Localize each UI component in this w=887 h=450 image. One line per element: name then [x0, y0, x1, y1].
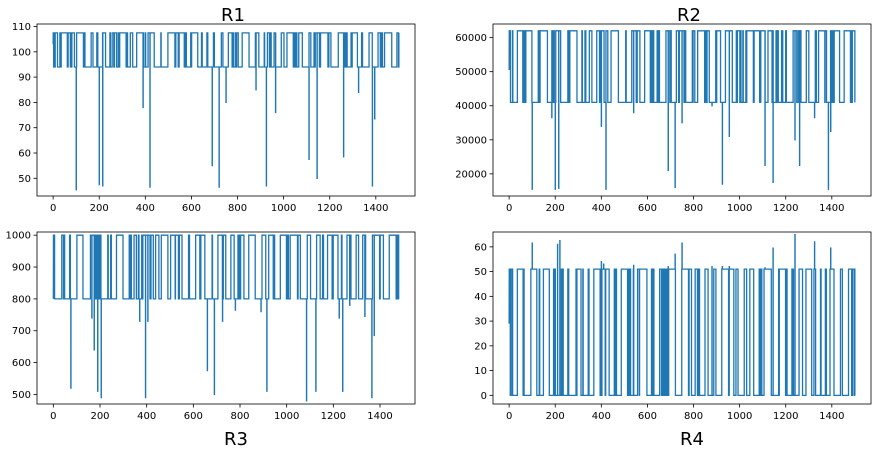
x-tick-label-r4-1: 200 — [546, 411, 565, 422]
x-tick-label-r2-2: 400 — [592, 203, 611, 214]
y-tick-label-r4-2: 20 — [474, 341, 487, 352]
y-tick-label-r1-4: 90 — [18, 73, 31, 84]
x-tick-label-r4-2: 400 — [592, 411, 611, 422]
x-tick-label-r3-2: 400 — [137, 411, 156, 422]
panel-title-r1: R1 — [221, 5, 245, 26]
y-tick-label-r3-4: 900 — [12, 263, 31, 274]
tick-group-r3: 0 200 400 600 800 1000 1200 1400 500 600 700 800 900… — [6, 231, 393, 422]
x-tick-label-r4-0: 0 — [506, 411, 512, 422]
plot-frame-r4 — [492, 231, 872, 405]
y-tick-label-r3-3: 800 — [12, 294, 31, 305]
y-tick-label-r3-1: 600 — [12, 358, 31, 369]
x-tick-label-r1-2: 400 — [136, 203, 155, 214]
x-tick-label-r3-0: 0 — [50, 411, 56, 422]
x-tick-label-r1-4: 800 — [228, 203, 247, 214]
series-line-r2 — [508, 30, 856, 190]
x-tick-label-r3-4: 800 — [230, 411, 249, 422]
x-tick-label-r1-5: 1000 — [271, 203, 296, 214]
x-tick-label-r4-7: 1400 — [819, 411, 844, 422]
x-tick-label-r1-1: 200 — [90, 203, 109, 214]
x-tick-label-r3-1: 200 — [90, 411, 109, 422]
y-tick-label-r4-0: 0 — [481, 391, 487, 402]
y-tick-label-r1-6: 110 — [12, 22, 31, 33]
series-group-r1 — [52, 32, 400, 191]
y-tick-label-r2-0: 20000 — [455, 169, 487, 180]
y-tick-label-r2-3: 50000 — [455, 67, 487, 78]
x-tick-label-r1-6: 1200 — [317, 203, 342, 214]
chart-panel-r3: R3 0 200 400 600 800 1000 1200 1400 500 600 700 800… — [6, 231, 416, 450]
x-tick-label-r2-4: 800 — [684, 203, 703, 214]
tick-group-r1: 0 200 400 600 800 1000 1200 1400 50 60 70 80 90 100 11… — [12, 22, 389, 214]
series-line-r4 — [508, 233, 856, 396]
plot-frame-r2 — [492, 23, 872, 197]
y-tick-label-r1-3: 80 — [18, 98, 31, 109]
x-tick-label-r2-3: 600 — [638, 203, 657, 214]
y-tick-label-r1-2: 70 — [18, 123, 31, 134]
y-tick-label-r2-1: 30000 — [455, 135, 487, 146]
y-tick-label-r2-4: 60000 — [455, 33, 487, 44]
x-tick-label-r2-1: 200 — [546, 203, 565, 214]
y-tick-label-r3-0: 500 — [12, 390, 31, 401]
x-tick-label-r1-3: 600 — [182, 203, 201, 214]
series-group-r4 — [508, 233, 856, 396]
y-tick-label-r4-5: 50 — [474, 267, 487, 278]
tick-group-r4: 0 200 400 600 800 1000 1200 1400 0 10 20 30 40 50 60 — [474, 242, 844, 422]
x-tick-label-r4-6: 1200 — [773, 411, 798, 422]
x-tick-label-r4-5: 1000 — [727, 411, 752, 422]
chart-panel-r4: R4 0 200 400 600 800 1000 1200 1400 0 10 20 30 40 50 6… — [474, 231, 872, 450]
y-tick-label-r4-3: 30 — [474, 317, 487, 328]
y-tick-label-r1-1: 60 — [18, 149, 31, 160]
x-tick-label-r4-4: 800 — [684, 411, 703, 422]
series-line-r1 — [52, 32, 400, 191]
x-tick-label-r1-0: 0 — [50, 203, 56, 214]
y-tick-label-r3-5: 1000 — [6, 231, 31, 242]
y-tick-label-r1-5: 100 — [12, 47, 31, 58]
y-tick-label-r4-4: 40 — [474, 292, 487, 303]
x-tick-label-r1-7: 1400 — [363, 203, 388, 214]
x-tick-label-r3-6: 1200 — [321, 411, 346, 422]
panel-title-r2: R2 — [677, 5, 701, 26]
x-tick-label-r2-7: 1400 — [819, 203, 844, 214]
x-tick-label-r3-7: 1400 — [367, 411, 392, 422]
panel-title-r4: R4 — [680, 429, 704, 450]
x-tick-label-r2-0: 0 — [506, 203, 512, 214]
plot-frame-r3 — [36, 231, 416, 405]
y-tick-label-r2-2: 40000 — [455, 101, 487, 112]
y-tick-label-r1-0: 50 — [18, 174, 31, 185]
chart-panel-r2: R2 0 200 400 600 800 1000 1200 1400 20000 30000 40… — [455, 5, 872, 214]
x-tick-label-r3-5: 1000 — [274, 411, 299, 422]
y-tick-label-r4-6: 60 — [474, 242, 487, 253]
x-tick-label-r2-5: 1000 — [727, 203, 752, 214]
x-tick-label-r3-3: 600 — [184, 411, 203, 422]
y-tick-label-r3-2: 700 — [12, 326, 31, 337]
series-group-r3 — [52, 234, 400, 402]
plot-frame-r1 — [36, 23, 416, 197]
x-tick-label-r2-6: 1200 — [773, 203, 798, 214]
panel-title-r3: R3 — [224, 429, 248, 450]
chart-panel-r1: R1 0 200 400 600 800 1000 1200 1400 50 60 70 80 90 10… — [12, 5, 416, 214]
series-group-r2 — [508, 30, 856, 190]
y-tick-label-r4-1: 10 — [474, 366, 487, 377]
x-tick-label-r4-3: 600 — [638, 411, 657, 422]
tick-group-r2: 0 200 400 600 800 1000 1200 1400 20000 30000 40000… — [455, 33, 844, 214]
series-line-r3 — [52, 234, 400, 402]
